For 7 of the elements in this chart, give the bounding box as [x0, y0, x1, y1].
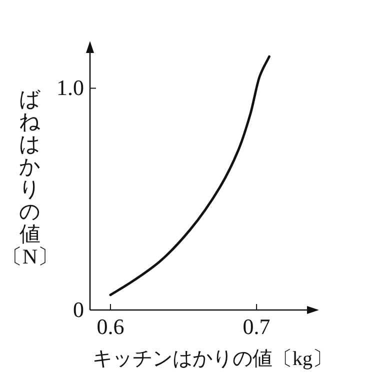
- x-axis-title: キッチンはかりの値〔kg〕: [92, 348, 332, 370]
- y-axis-title: ばねはかりの値〔N〕: [1, 87, 59, 268]
- x-tick-label: 0.6: [96, 314, 124, 339]
- line-series: [109, 55, 270, 296]
- y-tick-label: 0: [73, 297, 84, 322]
- x-tick-label: 0.7: [242, 314, 270, 339]
- y-tick-label: 1.0: [56, 75, 84, 100]
